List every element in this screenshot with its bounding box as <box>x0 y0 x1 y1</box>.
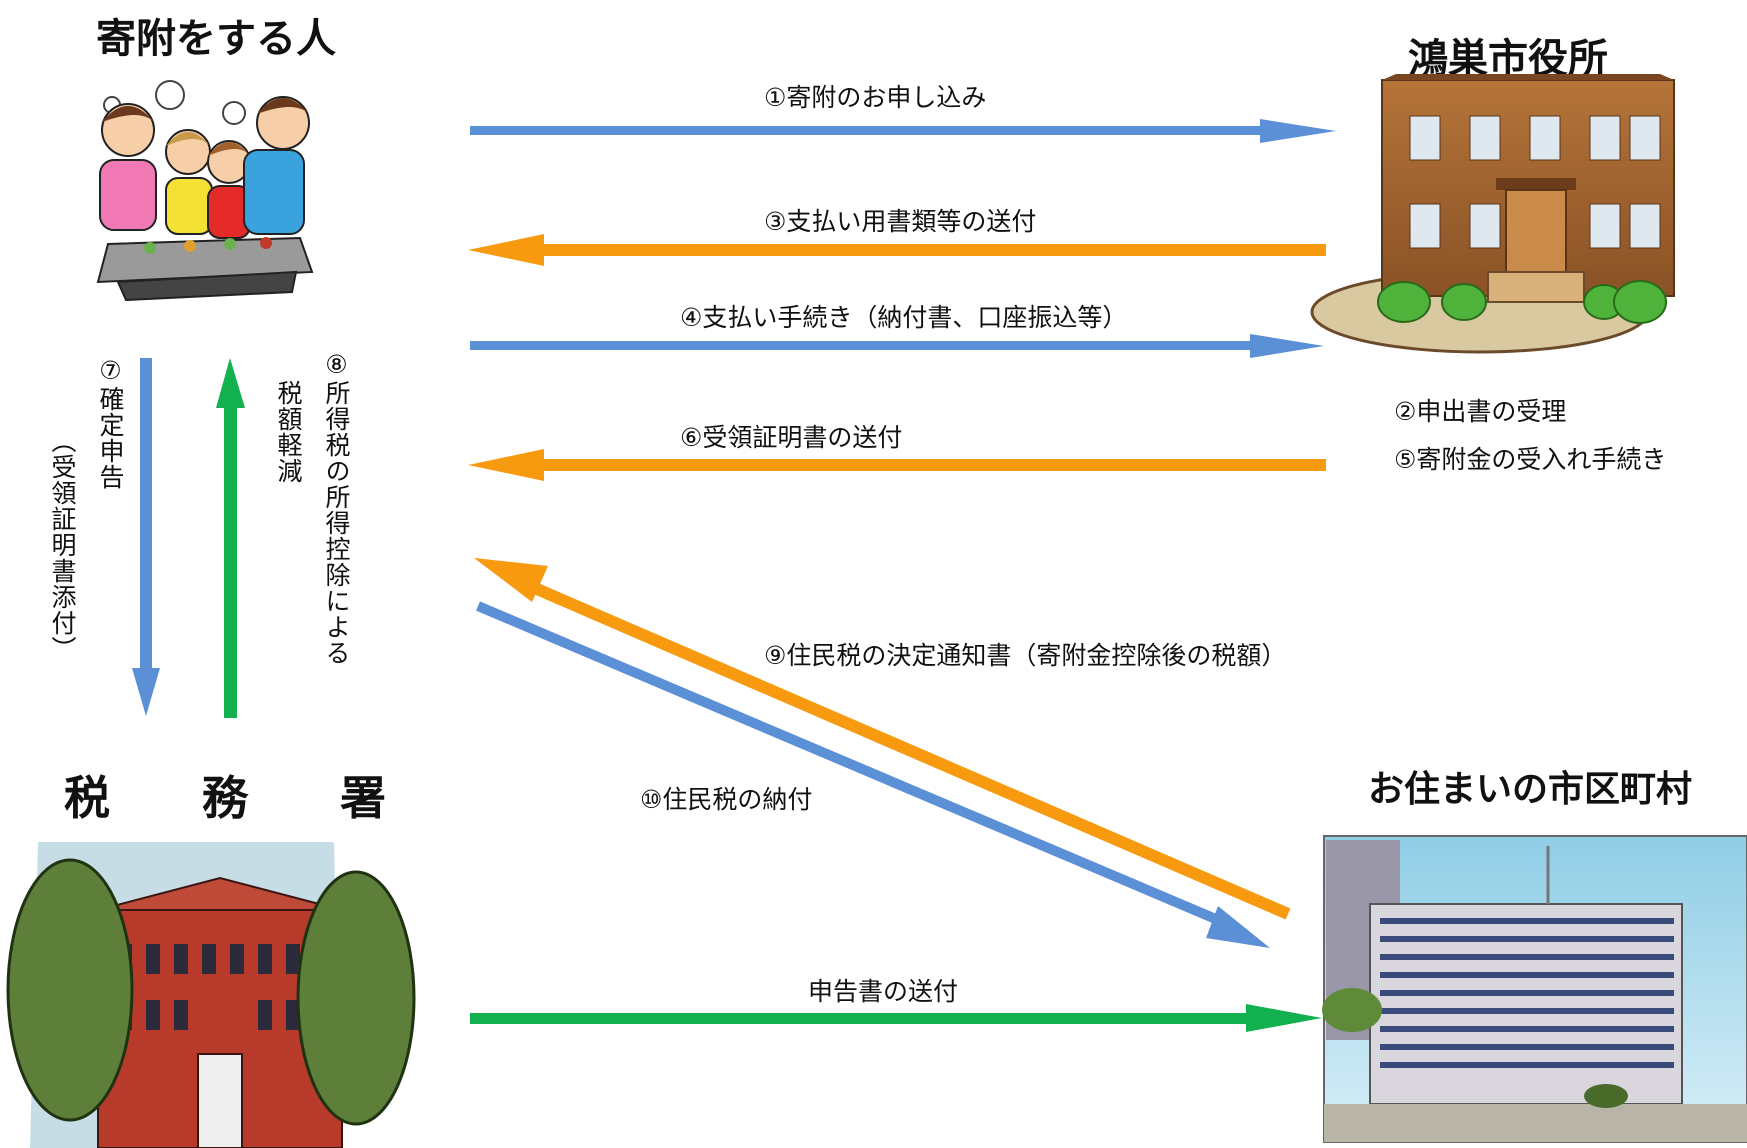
arrow-9-label: ⑨住民税の決定通知書（寄附金控除後の税額） <box>764 641 1287 670</box>
city-hall-building-icon <box>1310 74 1675 354</box>
arrow-6-label: ⑥受領証明書の送付 <box>680 423 903 452</box>
tax-office-title: 税 務 署 <box>64 771 386 825</box>
arrow-report-label: 申告書の送付 <box>808 977 959 1006</box>
city-step-5: ⑤寄附金の受入れ手続き <box>1394 445 1667 474</box>
arrow-7-sublabel: （受領証明書添付） <box>48 428 77 662</box>
arrow-6-receipt <box>468 449 1326 481</box>
municipal-office-building-icon <box>1322 835 1747 1143</box>
arrow-10-resident-tax <box>476 601 1270 948</box>
donor-title: 寄附をする人 <box>96 15 336 62</box>
arrow-1-label: ①寄附のお申し込み <box>764 83 987 112</box>
arrow-10-label: ⑩住民税の納付 <box>640 785 813 814</box>
arrow-report-form <box>470 1004 1322 1032</box>
arrow-4-label: ④支払い手続き（納付書、口座振込等） <box>680 303 1128 332</box>
arrow-4-payment <box>470 334 1324 358</box>
arrow-7-tax-return <box>132 358 160 716</box>
arrow-8-label: ⑧所得税の所得控除による <box>322 350 351 666</box>
tax-office-building-icon <box>6 842 416 1148</box>
arrow-7-label: ⑦確定申告 <box>96 356 125 490</box>
donor-family-bbq-icon <box>96 80 314 302</box>
arrow-3-label: ③支払い用書類等の送付 <box>764 207 1037 236</box>
city-step-2: ②申出書の受理 <box>1394 397 1567 426</box>
arrow-8-sublabel: 税額軽減 <box>274 380 303 484</box>
arrow-3-documents <box>468 234 1326 266</box>
arrow-1-application <box>470 119 1336 143</box>
municipality-title: お住まいの市区町村 <box>1368 768 1693 810</box>
arrow-9-notice <box>474 558 1291 920</box>
arrow-8-tax-reduction <box>216 358 245 718</box>
